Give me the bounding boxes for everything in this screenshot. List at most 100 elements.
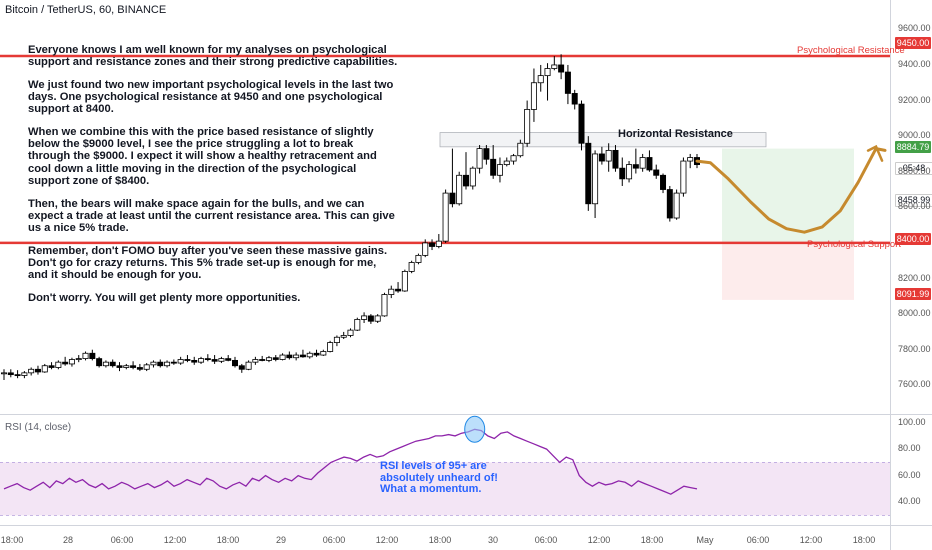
candle-body — [456, 174, 463, 205]
candle-body — [286, 354, 293, 359]
time-axis-tick: 12:00 — [587, 535, 611, 545]
rsi-annotation-line: absolutely unheard of! — [380, 471, 498, 484]
candle-body — [551, 64, 558, 69]
rsi-axis-tick: 80.00 — [898, 443, 921, 454]
candle-body — [313, 352, 320, 356]
candle-body — [41, 365, 48, 373]
price-axis-tick: 7600.00 — [898, 379, 931, 390]
candle-body — [68, 359, 75, 365]
candle-body — [130, 365, 137, 368]
analysis-paragraph: Remember, don't FOMO buy after you've se… — [28, 244, 388, 282]
candle-body — [340, 335, 347, 338]
candle-body — [320, 351, 327, 356]
candle-body — [204, 358, 211, 361]
candle-body — [102, 361, 109, 367]
time-axis-tick: May — [696, 535, 714, 545]
price-axis-tick: 9200.00 — [898, 94, 931, 105]
candle-body — [530, 82, 537, 110]
projection-arrow-head — [866, 144, 884, 162]
horizontal-resistance-label: Horizontal Resistance — [618, 128, 733, 140]
candle-body — [164, 361, 171, 367]
candle-body — [462, 174, 469, 187]
candle-body — [537, 75, 544, 84]
candle-body — [544, 68, 551, 77]
countdown-tag: 05:48 — [895, 162, 932, 175]
price-axis-tick: 8200.00 — [898, 272, 931, 283]
time-axis-tick: 06:00 — [322, 535, 346, 545]
candle-body — [660, 174, 667, 190]
rsi-annotation-line: RSI levels of 95+ are — [380, 460, 487, 472]
analysis-paragraph: Everyone knows I am well known for my an… — [28, 44, 398, 69]
candle-body — [367, 315, 374, 322]
current-price-tag: 8884.79 — [895, 141, 931, 153]
candle-body — [578, 103, 585, 144]
support-price-tag: 8400.00 — [895, 233, 931, 245]
candle-body — [347, 329, 354, 336]
candle-body — [517, 142, 524, 157]
analysis-text: Everyone knows I am well known for my an… — [28, 44, 398, 314]
candle-body — [619, 167, 626, 180]
candle-body — [211, 359, 218, 362]
candle-body — [293, 354, 300, 359]
candle-body — [374, 315, 381, 322]
candle-body — [354, 319, 361, 331]
candle-body — [564, 71, 571, 94]
time-axis-tick: 18:00 — [216, 535, 240, 545]
candle-body — [7, 372, 14, 376]
candle-body — [48, 365, 55, 368]
rsi-line — [3, 428, 698, 495]
candle-body — [490, 158, 497, 176]
candle-body — [626, 164, 633, 180]
candle-body — [184, 359, 191, 361]
price-axis-tick: 9000.00 — [898, 130, 931, 141]
candle-body — [381, 294, 388, 317]
candle-body — [598, 153, 605, 162]
price-axis-tick: 8000.00 — [898, 308, 931, 319]
candle-body — [483, 148, 490, 160]
candle-body — [612, 149, 619, 169]
candle-body — [82, 352, 89, 360]
candle-body — [401, 271, 408, 292]
price-axis-tick: 9600.00 — [898, 23, 931, 34]
candle-body — [510, 155, 517, 162]
support-level-label: Psychological Support — [807, 239, 901, 250]
candle-body — [21, 372, 28, 376]
candle-body — [361, 315, 368, 320]
resistance-price-tag: 9450.00 — [895, 37, 931, 49]
rsi-axis-tick: 100.00 — [898, 416, 926, 427]
candle-body — [605, 149, 612, 162]
candle-body — [198, 358, 205, 363]
analysis-paragraph: Then, the bears will make space again fo… — [28, 197, 395, 234]
candle-body — [75, 358, 82, 361]
candle-body — [157, 361, 164, 367]
candle-body — [503, 160, 510, 166]
candle-body — [585, 142, 592, 205]
candle-body — [245, 361, 252, 370]
candle-body — [429, 242, 436, 247]
candle-body — [170, 361, 177, 364]
candle-body — [469, 167, 476, 187]
candle-body — [666, 189, 673, 219]
candle-body — [231, 359, 238, 367]
time-axis-tick: 29 — [275, 535, 287, 545]
candle-body — [673, 192, 680, 219]
candle-body — [408, 262, 415, 272]
candle-body — [442, 192, 449, 242]
candle-body — [62, 361, 69, 365]
rsi-axis-tick: 40.00 — [898, 496, 921, 507]
candle-body — [524, 109, 531, 144]
candle-body — [395, 288, 402, 292]
candle-body — [449, 192, 456, 205]
candle-body — [496, 164, 503, 176]
candle-body — [218, 358, 225, 362]
candle-body — [680, 160, 687, 194]
candle-body — [272, 357, 279, 360]
symbol-title: Bitcoin / TetherUS, 60, BINANCE — [5, 4, 167, 16]
target-price-tag: 8458.99 — [895, 194, 932, 207]
candle-body — [191, 359, 198, 363]
time-axis-tick: 30 — [487, 535, 499, 545]
time-axis-tick: 18:00 — [640, 535, 664, 545]
candle-body — [34, 368, 41, 373]
candle-body — [265, 357, 272, 361]
candle-body — [333, 336, 340, 343]
